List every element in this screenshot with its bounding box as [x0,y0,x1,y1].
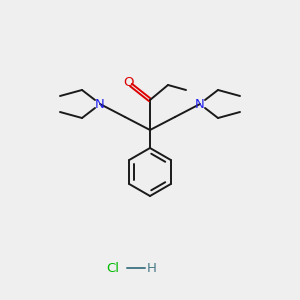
Text: N: N [195,98,205,110]
Text: O: O [124,76,134,89]
Text: N: N [95,98,105,110]
Text: Cl: Cl [106,262,119,275]
Text: H: H [147,262,157,275]
